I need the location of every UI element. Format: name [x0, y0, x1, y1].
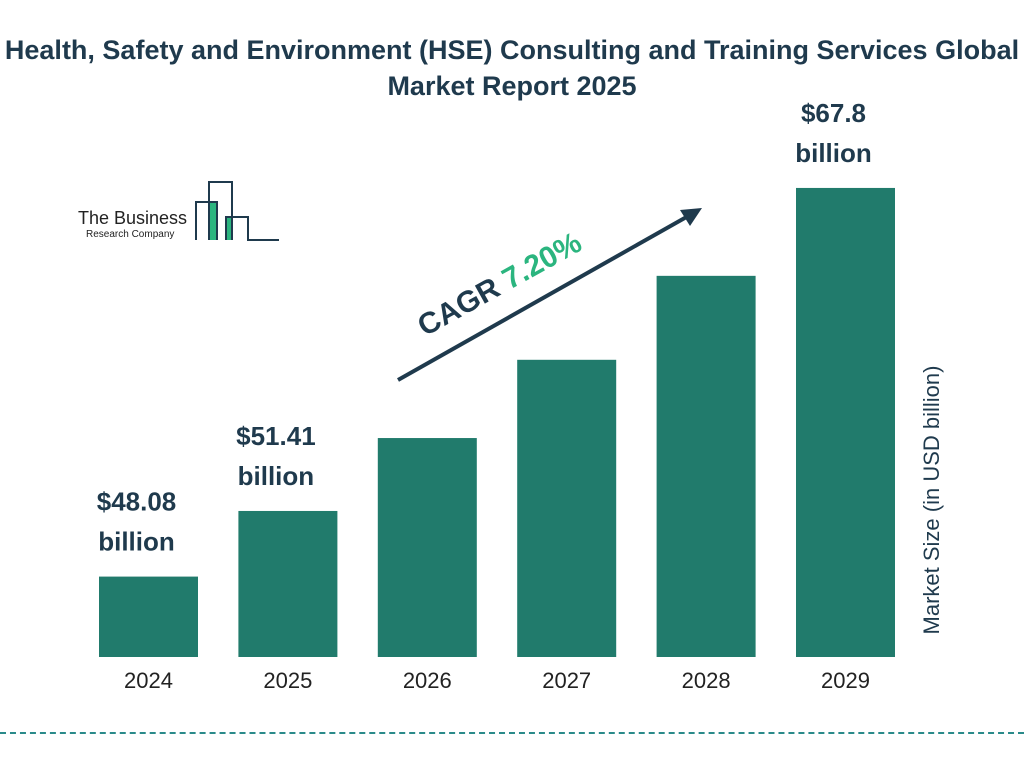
dashed-divider [0, 732, 1024, 734]
bar-2028 [656, 275, 756, 657]
cagr-arrow [397, 208, 702, 382]
value-label: $48.08 [97, 487, 177, 517]
value-label: billion [98, 527, 175, 557]
logo-line1: The Business [78, 208, 187, 228]
y-axis-label: Market Size (in USD billion) [919, 365, 944, 635]
x-tick-label: 2027 [542, 668, 591, 693]
value-label: $67.8 [801, 98, 866, 128]
bar-2026 [377, 438, 477, 657]
logo-line2: Research Company [86, 229, 174, 240]
x-tick-label: 2029 [821, 668, 870, 693]
chart-title: Health, Safety and Environment (HSE) Con… [4, 35, 1020, 101]
x-tick-label: 2024 [124, 668, 173, 693]
company-logo: The Business Research Company [78, 181, 279, 241]
bar-2024 [99, 576, 198, 657]
bar-2027 [517, 359, 617, 657]
x-tick-label: 2025 [263, 668, 312, 693]
value-label: billion [238, 461, 315, 491]
value-label: billion [795, 138, 872, 168]
x-tick-label: 2028 [682, 668, 731, 693]
bar-2029 [796, 187, 895, 658]
x-tick-label: 2026 [403, 668, 452, 693]
value-label: $51.41 [236, 421, 316, 451]
bar-2025 [238, 510, 338, 657]
